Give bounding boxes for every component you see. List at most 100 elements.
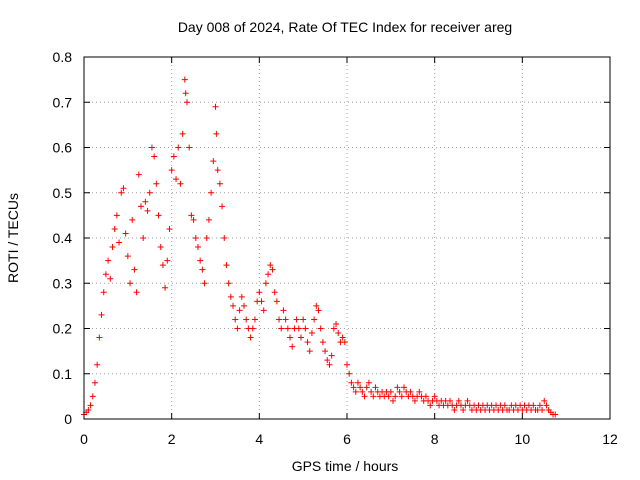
data-point: [256, 289, 263, 296]
data-point: [354, 379, 361, 386]
data-point: [322, 348, 329, 355]
x-tick-label: 8: [431, 431, 439, 447]
data-point: [210, 158, 217, 165]
y-tick-label: 0.2: [53, 321, 73, 337]
data-point: [464, 397, 471, 404]
data-point: [431, 393, 438, 400]
data-point: [543, 402, 550, 409]
y-tick-label: 0.5: [53, 185, 73, 201]
data-point: [324, 357, 331, 364]
data-point: [111, 225, 118, 232]
data-point: [212, 103, 219, 110]
data-point: [313, 302, 320, 309]
data-point: [155, 212, 162, 219]
data-point: [330, 325, 337, 332]
data-point: [541, 397, 548, 404]
data-point: [280, 307, 287, 314]
data-point: [194, 244, 201, 251]
data-point: [289, 343, 296, 350]
data-point: [159, 262, 166, 269]
data-point: [219, 203, 226, 210]
data-point: [451, 406, 458, 413]
data-point: [422, 393, 429, 400]
data-point: [182, 90, 189, 97]
y-tick-label: 0: [64, 411, 72, 427]
data-point: [460, 406, 467, 413]
data-point: [258, 298, 265, 305]
data-point: [300, 316, 307, 323]
data-point: [539, 406, 546, 413]
data-point: [396, 388, 403, 395]
data-point: [142, 198, 149, 205]
data-point: [240, 302, 247, 309]
data-point: [260, 307, 267, 314]
data-point: [177, 180, 184, 187]
data-point: [361, 393, 368, 400]
data-point: [170, 153, 177, 160]
data-point: [214, 167, 221, 174]
data-point: [385, 393, 392, 400]
data-point: [164, 257, 171, 264]
data-point: [427, 402, 434, 409]
x-axis-label: GPS time / hours: [292, 458, 399, 474]
data-point: [319, 339, 326, 346]
data-point: [297, 334, 304, 341]
y-axis-label: ROTI / TECUs: [5, 193, 21, 283]
data-point: [116, 239, 123, 246]
data-point: [146, 189, 153, 196]
data-point: [102, 271, 109, 278]
data-point: [407, 388, 414, 395]
data-point: [133, 289, 140, 296]
data-point: [394, 384, 401, 391]
data-point: [392, 393, 399, 400]
data-point: [236, 307, 243, 314]
grid-lines: [84, 57, 610, 419]
data-point: [197, 257, 204, 264]
x-tick-label: 4: [255, 431, 263, 447]
data-points: [81, 76, 559, 418]
data-point: [352, 388, 359, 395]
data-point: [216, 180, 223, 187]
data-point: [350, 384, 357, 391]
data-point: [372, 384, 379, 391]
data-point: [346, 370, 353, 377]
data-point: [304, 339, 311, 346]
x-tick-label: 2: [168, 431, 176, 447]
data-point: [166, 225, 173, 232]
x-tick-label: 10: [515, 431, 531, 447]
data-point: [348, 379, 355, 386]
data-point: [94, 361, 101, 368]
data-point: [109, 244, 116, 251]
data-point: [96, 334, 103, 341]
y-tick-label: 0.6: [53, 140, 73, 156]
data-point: [317, 325, 324, 332]
data-point: [175, 144, 182, 151]
data-point: [243, 316, 250, 323]
data-point: [105, 257, 112, 264]
y-tick-label: 0.4: [53, 230, 73, 246]
data-point: [221, 235, 228, 241]
data-point: [179, 130, 186, 137]
data-point: [227, 293, 234, 300]
data-point: [269, 266, 276, 273]
data-point: [157, 244, 164, 251]
data-point: [271, 289, 278, 296]
data-point: [151, 153, 158, 160]
data-point: [247, 334, 254, 341]
axis-ticks: 0 2 4 6 8 10 12 0 0.1 0.2 0.3 0.4 0.5 0.6 0.7 0.8: [53, 49, 618, 447]
data-point: [144, 207, 151, 214]
data-point: [208, 189, 215, 196]
data-point: [89, 393, 96, 400]
data-point: [173, 176, 180, 183]
data-point: [359, 388, 366, 395]
data-point: [127, 280, 134, 287]
data-point: [223, 262, 230, 269]
data-point: [213, 130, 220, 137]
data-point: [370, 393, 377, 400]
y-tick-label: 0.1: [53, 366, 73, 382]
data-point: [201, 280, 208, 287]
data-point: [140, 235, 147, 241]
data-point: [203, 235, 210, 241]
data-point: [293, 316, 300, 323]
data-point: [536, 402, 543, 409]
